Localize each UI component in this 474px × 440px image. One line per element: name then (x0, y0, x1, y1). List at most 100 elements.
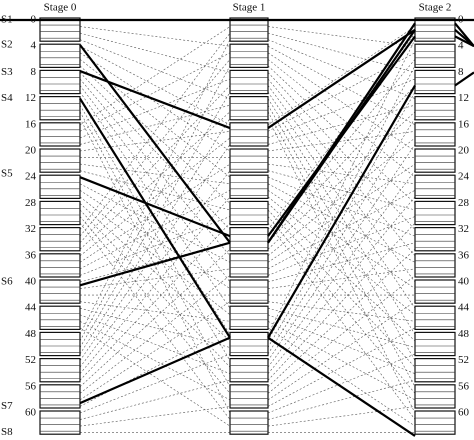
switch-box (229, 69, 269, 95)
port-label: 44 (25, 302, 37, 314)
port-label: 40 (458, 276, 470, 288)
path-line (267, 28, 416, 129)
switch-box (229, 17, 269, 42)
switch-box (39, 148, 81, 173)
link (79, 216, 231, 276)
link (79, 353, 231, 414)
switch-box (414, 148, 456, 173)
switch-box (414, 358, 456, 383)
link (267, 144, 416, 361)
path-line (454, 71, 474, 87)
switch-label: S3 (1, 66, 13, 78)
link (267, 406, 416, 427)
link (79, 131, 231, 152)
port-label: 60 (25, 407, 37, 419)
switch-box (414, 95, 456, 121)
link (267, 85, 416, 283)
link (79, 65, 231, 342)
port-label: 56 (458, 380, 470, 392)
port-label: 36 (25, 249, 37, 261)
switch-box (39, 227, 81, 252)
link (267, 196, 416, 315)
switch-box (39, 358, 81, 383)
switch-box (229, 305, 269, 331)
path-line (79, 98, 231, 339)
link (267, 104, 416, 145)
switch-box (39, 200, 81, 226)
switch-box (39, 384, 81, 409)
link (267, 85, 416, 243)
link (79, 111, 231, 250)
switch-label: S8 (1, 426, 13, 438)
path-line (79, 336, 231, 405)
link (79, 118, 231, 355)
switch-box (39, 122, 81, 147)
path-line (454, 35, 474, 48)
switch-box (414, 174, 456, 199)
link (267, 249, 416, 388)
link (79, 314, 231, 374)
port-label: 8 (31, 66, 37, 78)
port-label: 32 (25, 223, 36, 235)
path-line (79, 176, 231, 238)
link (267, 163, 416, 185)
switch-box (229, 410, 269, 435)
port-label: 44 (458, 302, 470, 314)
port-label: 60 (458, 407, 470, 419)
link (79, 301, 231, 401)
port-label: 12 (458, 92, 469, 104)
port-label: 56 (25, 380, 37, 392)
switch-label: S6 (1, 276, 13, 288)
link (79, 32, 231, 73)
path-line (79, 70, 231, 130)
port-label: 28 (25, 197, 37, 209)
switch-box (414, 17, 456, 42)
link (79, 59, 231, 178)
port-label: 16 (25, 118, 37, 130)
path-line (267, 22, 416, 244)
link (79, 190, 231, 289)
link (79, 163, 231, 185)
link (267, 222, 416, 420)
switch-box (229, 253, 269, 278)
link (267, 170, 416, 211)
link (267, 327, 416, 407)
switch-box (414, 410, 456, 435)
link (267, 301, 416, 401)
port-label: 24 (25, 171, 37, 183)
switches (39, 17, 456, 435)
switch-box (229, 384, 269, 409)
link (267, 91, 416, 309)
switch-box (229, 227, 269, 252)
switch-box (414, 384, 456, 409)
switch-box (229, 279, 269, 304)
switch-box (414, 200, 456, 226)
switch-box (39, 279, 81, 304)
link (79, 379, 231, 420)
switch-box (39, 69, 81, 95)
link (79, 104, 231, 145)
link (267, 216, 416, 276)
link (79, 268, 231, 289)
link (267, 111, 416, 387)
link (79, 249, 231, 388)
link (79, 275, 231, 394)
link (267, 196, 416, 374)
link (267, 32, 416, 73)
link (267, 379, 416, 420)
link (267, 52, 416, 152)
link (79, 170, 231, 368)
link (267, 39, 416, 335)
link (79, 32, 231, 230)
link (267, 353, 416, 414)
switch-box (229, 358, 269, 383)
path-line (267, 336, 416, 437)
switch-box (414, 43, 456, 69)
link (267, 268, 416, 289)
link (267, 307, 416, 348)
switch-box (39, 331, 81, 357)
link (267, 105, 416, 361)
link (267, 131, 416, 152)
switch-box (414, 122, 456, 147)
port-label: 32 (458, 223, 469, 235)
